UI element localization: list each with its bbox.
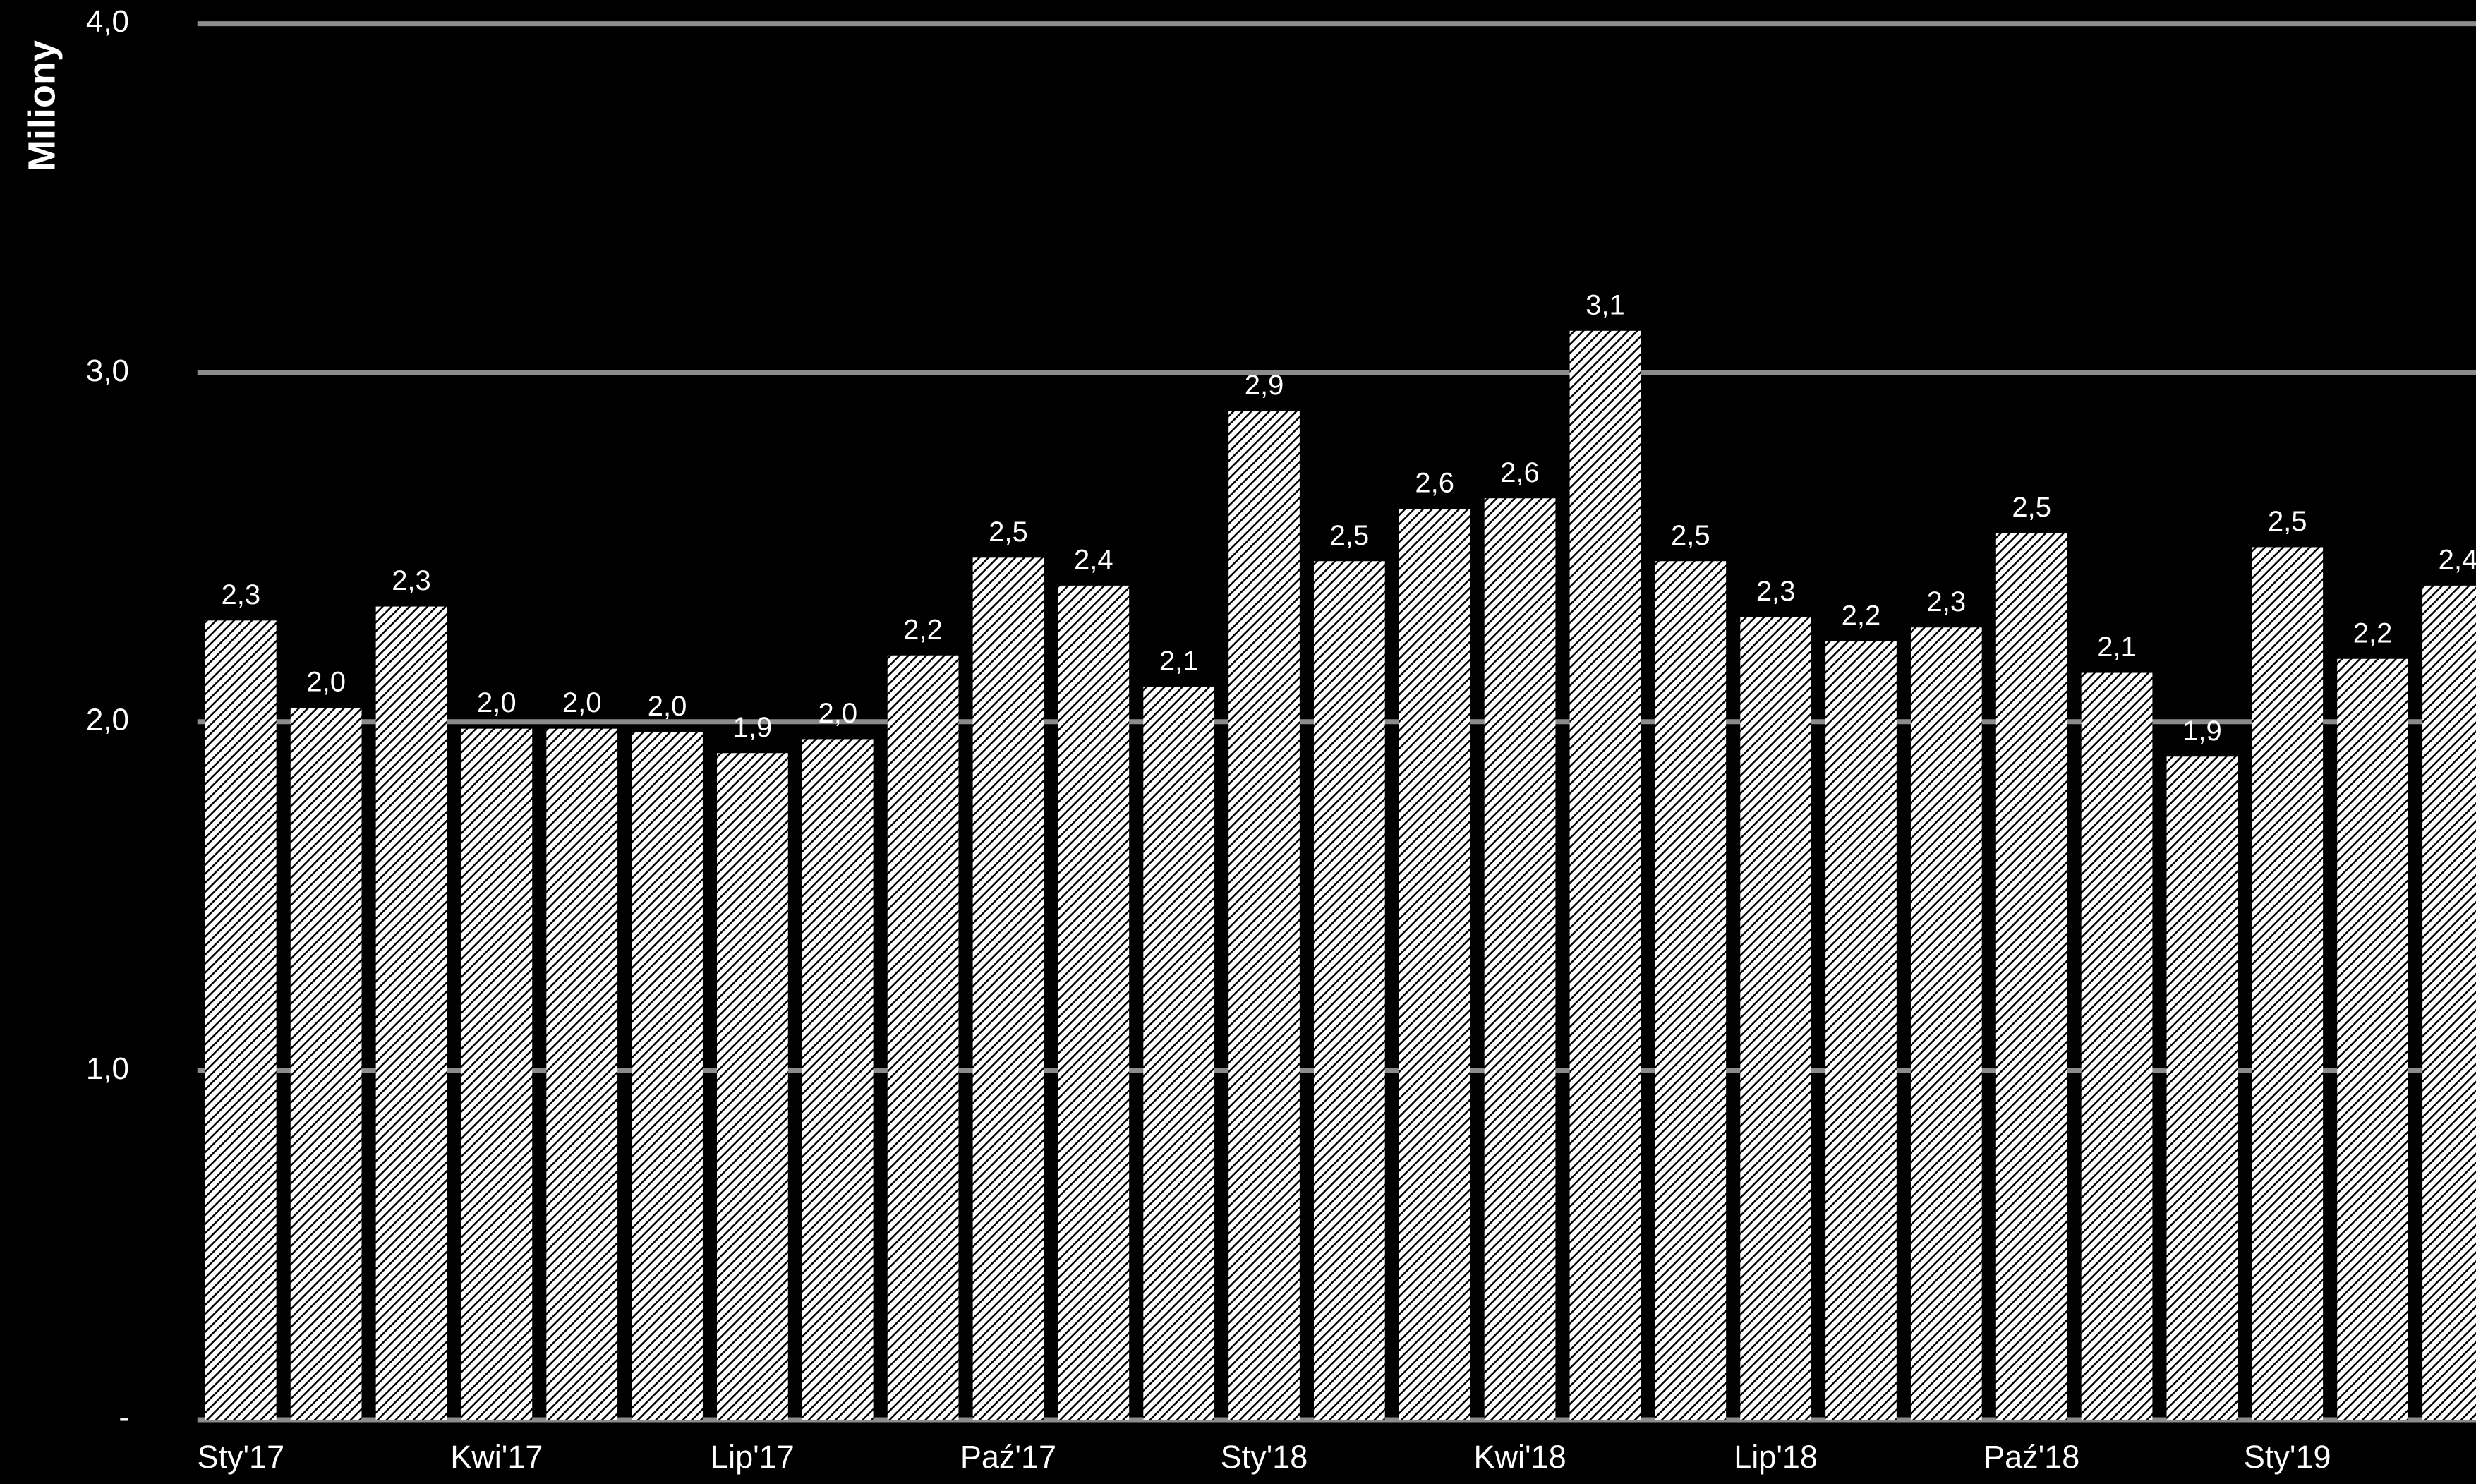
value-label: 2,2 <box>2353 617 2393 649</box>
bar <box>1569 330 1641 1420</box>
value-label: 2,3 <box>1756 576 1796 607</box>
value-label: 2,0 <box>306 667 346 698</box>
value-label: 2,6 <box>1415 468 1454 499</box>
bar <box>1228 411 1300 1420</box>
bar <box>1484 498 1556 1420</box>
value-label: 2,3 <box>221 579 260 610</box>
value-label: 2,0 <box>648 691 687 722</box>
value-label: 1,9 <box>2182 716 2222 747</box>
bar <box>887 655 959 1420</box>
bar <box>717 753 788 1420</box>
y-tick-label: - <box>119 1401 129 1435</box>
bar <box>2337 658 2408 1420</box>
bar <box>1314 561 1385 1420</box>
y-tick-label: 3,0 <box>86 354 129 388</box>
bar <box>1740 617 1811 1420</box>
bar <box>1910 627 1982 1420</box>
bar <box>1825 641 1897 1420</box>
y-tick-label: 4,0 <box>86 4 129 39</box>
value-label: 2,0 <box>818 698 857 729</box>
bar <box>2081 672 2153 1420</box>
value-label: 2,3 <box>392 565 431 596</box>
value-label: 3,1 <box>1586 289 1625 320</box>
value-label: 2,4 <box>2439 544 2476 575</box>
value-label: 2,5 <box>1671 520 1710 551</box>
value-label: 2,0 <box>477 687 517 718</box>
value-label: 2,3 <box>1927 586 1967 617</box>
bar <box>205 620 277 1420</box>
bar <box>1143 687 1215 1420</box>
value-label: 2,1 <box>1159 646 1199 677</box>
bar <box>290 707 362 1420</box>
value-label: 2,5 <box>2012 492 2051 523</box>
bar <box>2422 585 2476 1420</box>
x-tick-label: Sty'17 <box>197 1439 284 1475</box>
value-label: 1,9 <box>733 712 773 743</box>
value-label: 2,6 <box>1500 457 1540 488</box>
bar <box>2252 547 2324 1420</box>
x-tick-label: Kwi'17 <box>450 1439 543 1475</box>
value-label: 2,9 <box>1245 370 1284 401</box>
value-label: 2,1 <box>2097 632 2137 663</box>
x-tick-label: Lip'18 <box>1734 1439 1818 1475</box>
bar <box>2166 756 2238 1420</box>
bar <box>972 557 1044 1420</box>
bar <box>802 739 874 1420</box>
bar <box>375 606 447 1420</box>
bar <box>1399 509 1470 1420</box>
x-tick-label: Kwi'18 <box>1473 1439 1566 1475</box>
y-tick-label: 1,0 <box>86 1051 129 1086</box>
x-tick-label: Paź'17 <box>960 1439 1056 1475</box>
bar <box>1058 585 1130 1420</box>
value-label: 2,5 <box>2268 506 2307 537</box>
value-label: 2,5 <box>989 517 1028 548</box>
value-label: 2,2 <box>1842 601 1881 632</box>
y-tick-label: 2,0 <box>86 702 129 737</box>
x-tick-label: Lip'17 <box>711 1439 795 1475</box>
value-label: 2,4 <box>1074 544 1113 575</box>
bar <box>632 732 703 1420</box>
value-label: 2,0 <box>562 687 602 718</box>
y-axis-title: Miliony <box>20 40 63 171</box>
x-tick-label: Sty'19 <box>2244 1439 2331 1475</box>
value-label: 2,2 <box>903 614 943 645</box>
bar <box>546 728 618 1420</box>
value-label: 2,5 <box>1330 520 1370 551</box>
bar <box>461 728 533 1420</box>
bar <box>1995 533 2067 1420</box>
bar <box>1655 561 1727 1420</box>
x-tick-label: Paź'18 <box>1983 1439 2079 1475</box>
x-tick-label: Sty'18 <box>1221 1439 1308 1475</box>
